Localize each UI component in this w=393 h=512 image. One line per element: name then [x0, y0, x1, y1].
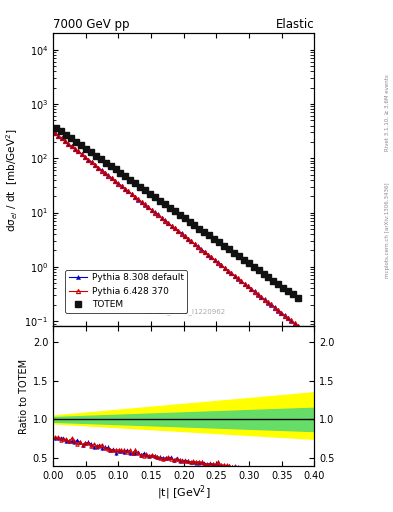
- TOTEM: [173, 208, 177, 214]
- Pythia 8.308 default: [73, 146, 77, 152]
- TOTEM: [192, 222, 197, 228]
- TOTEM: [237, 253, 241, 260]
- Text: TOTEM_2012_I1220962: TOTEM_2012_I1220962: [143, 308, 225, 315]
- TOTEM: [256, 267, 261, 273]
- X-axis label: |t| [GeV$^{2}$]: |t| [GeV$^{2}$]: [157, 483, 211, 502]
- TOTEM: [167, 205, 172, 211]
- TOTEM: [88, 149, 93, 155]
- Pythia 6.428 370: [249, 286, 254, 292]
- TOTEM: [271, 278, 276, 284]
- TOTEM: [128, 177, 133, 183]
- Pythia 6.428 370: [239, 278, 244, 284]
- TOTEM: [197, 225, 202, 231]
- TOTEM: [103, 159, 108, 165]
- Text: mcplots.cern.ch [arXiv:1306.3436]: mcplots.cern.ch [arXiv:1306.3436]: [385, 183, 389, 278]
- TOTEM: [54, 125, 59, 131]
- Text: 7000 GeV pp: 7000 GeV pp: [53, 18, 130, 31]
- Y-axis label: Ratio to TOTEM: Ratio to TOTEM: [18, 358, 29, 434]
- Pythia 6.428 370: [246, 283, 250, 289]
- Pythia 8.308 default: [256, 291, 261, 297]
- TOTEM: [64, 132, 68, 138]
- TOTEM: [261, 270, 266, 276]
- Pythia 8.308 default: [272, 304, 277, 310]
- Text: Rivet 3.1.10, ≥ 3.6M events: Rivet 3.1.10, ≥ 3.6M events: [385, 74, 389, 151]
- Pythia 6.428 370: [73, 145, 77, 152]
- Pythia 8.308 default: [53, 130, 57, 136]
- TOTEM: [98, 156, 103, 162]
- TOTEM: [286, 288, 290, 294]
- TOTEM: [79, 142, 83, 148]
- TOTEM: [231, 250, 236, 256]
- TOTEM: [212, 236, 217, 242]
- Pythia 6.428 370: [299, 326, 304, 332]
- TOTEM: [202, 229, 207, 235]
- Pythia 8.308 default: [249, 286, 254, 292]
- Y-axis label: dσ$_{el}$ / dt  [mb/GeV$^2$]: dσ$_{el}$ / dt [mb/GeV$^2$]: [5, 128, 20, 231]
- TOTEM: [108, 163, 113, 169]
- TOTEM: [158, 198, 162, 204]
- Line: Pythia 6.428 370: Pythia 6.428 370: [53, 131, 303, 331]
- TOTEM: [118, 170, 123, 176]
- Pythia 8.308 default: [246, 283, 250, 289]
- TOTEM: [133, 180, 138, 186]
- Line: TOTEM: TOTEM: [53, 125, 301, 301]
- TOTEM: [138, 184, 143, 190]
- TOTEM: [94, 153, 98, 159]
- TOTEM: [266, 274, 271, 280]
- TOTEM: [241, 257, 246, 263]
- TOTEM: [148, 191, 152, 197]
- Pythia 6.428 370: [53, 130, 57, 136]
- TOTEM: [276, 281, 281, 287]
- Line: Pythia 8.308 default: Pythia 8.308 default: [53, 131, 303, 331]
- Pythia 8.308 default: [239, 278, 244, 284]
- TOTEM: [177, 211, 182, 218]
- TOTEM: [69, 135, 73, 141]
- TOTEM: [222, 243, 226, 249]
- TOTEM: [84, 145, 88, 152]
- TOTEM: [291, 291, 296, 297]
- TOTEM: [123, 174, 128, 180]
- TOTEM: [59, 128, 64, 134]
- TOTEM: [113, 166, 118, 173]
- TOTEM: [182, 215, 187, 221]
- TOTEM: [227, 246, 231, 252]
- TOTEM: [74, 139, 79, 145]
- TOTEM: [251, 264, 256, 270]
- Text: Elastic: Elastic: [276, 18, 314, 31]
- TOTEM: [143, 187, 147, 194]
- TOTEM: [281, 285, 286, 291]
- Legend: Pythia 8.308 default, Pythia 6.428 370, TOTEM: Pythia 8.308 default, Pythia 6.428 370, …: [65, 270, 187, 313]
- TOTEM: [207, 232, 211, 239]
- TOTEM: [217, 239, 222, 245]
- Pythia 8.308 default: [299, 326, 304, 332]
- Pythia 6.428 370: [272, 305, 277, 311]
- TOTEM: [162, 201, 167, 207]
- TOTEM: [187, 219, 192, 225]
- TOTEM: [246, 260, 251, 266]
- TOTEM: [152, 194, 157, 200]
- Pythia 6.428 370: [256, 291, 261, 297]
- TOTEM: [296, 295, 300, 301]
